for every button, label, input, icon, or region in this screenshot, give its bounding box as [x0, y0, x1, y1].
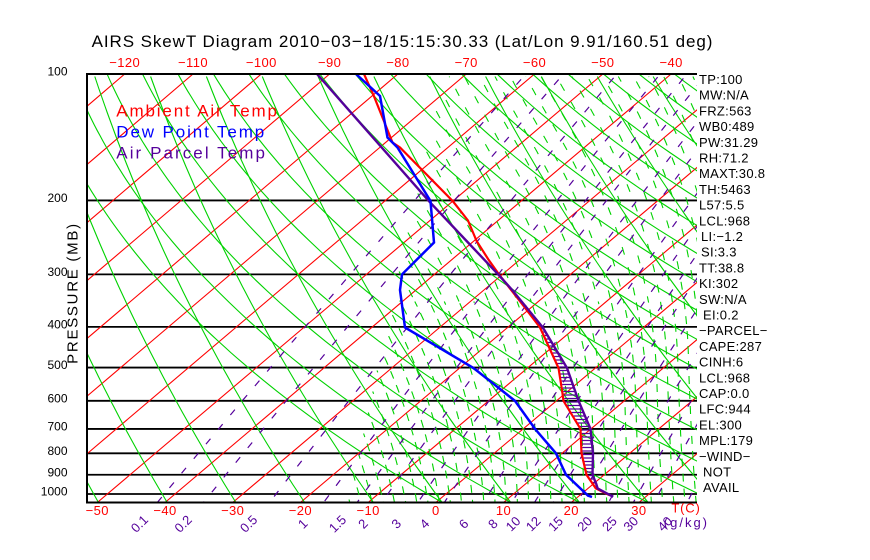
svg-text:FRZ:563: FRZ:563 [699, 103, 752, 118]
svg-text:LFC:944: LFC:944 [699, 402, 751, 417]
svg-text:−110: −110 [178, 55, 208, 70]
svg-text:Dew Point Temp: Dew Point Temp [116, 123, 266, 142]
svg-text:MAXT:30.8: MAXT:30.8 [699, 166, 765, 181]
svg-text:CINH:6: CINH:6 [699, 355, 743, 370]
svg-text:700: 700 [47, 419, 67, 433]
svg-text:400: 400 [47, 317, 67, 331]
svg-text:−WIND−: −WIND− [699, 449, 751, 464]
svg-text:−PARCEL−: −PARCEL− [699, 323, 768, 338]
svg-text:KI:302: KI:302 [699, 276, 738, 291]
svg-text:LI:−1.2: LI:−1.2 [701, 229, 743, 244]
svg-text:CAP:0.0: CAP:0.0 [699, 386, 750, 401]
svg-text:LCL:968: LCL:968 [699, 370, 750, 385]
svg-text:−30: −30 [221, 503, 244, 518]
svg-text:600: 600 [47, 391, 67, 405]
svg-text:MW:N/A: MW:N/A [699, 88, 749, 103]
svg-text:(g/kg): (g/kg) [664, 515, 709, 530]
svg-text:AVAIL: AVAIL [703, 480, 739, 495]
svg-text:TT:38.8: TT:38.8 [699, 260, 744, 275]
svg-text:−40: −40 [659, 55, 682, 70]
svg-text:T(C): T(C) [671, 501, 700, 516]
svg-text:−10: −10 [356, 503, 379, 518]
svg-text:30: 30 [631, 503, 646, 518]
svg-text:−90: −90 [318, 55, 341, 70]
svg-text:−50: −50 [591, 55, 614, 70]
svg-text:SW:N/A: SW:N/A [699, 292, 747, 307]
svg-text:−70: −70 [455, 55, 478, 70]
svg-text:AIRS SkewT Diagram 2010−03−18/: AIRS SkewT Diagram 2010−03−18/15:15:30.3… [92, 32, 714, 51]
svg-text:SI:3.3: SI:3.3 [701, 245, 737, 260]
svg-text:−40: −40 [153, 503, 176, 518]
svg-text:Ambient Air Temp: Ambient Air Temp [116, 102, 279, 121]
svg-text:NOT: NOT [703, 465, 731, 480]
svg-text:LCL:968: LCL:968 [699, 213, 750, 228]
svg-text:200: 200 [47, 191, 67, 205]
svg-text:Air Parcel Temp: Air Parcel Temp [116, 144, 267, 163]
svg-text:100: 100 [47, 65, 67, 79]
svg-text:−80: −80 [386, 55, 409, 70]
svg-text:PW:31.29: PW:31.29 [699, 135, 758, 150]
svg-text:500: 500 [47, 358, 67, 372]
svg-text:300: 300 [47, 265, 67, 279]
svg-text:RH:71.2: RH:71.2 [699, 151, 749, 166]
svg-text:−100: −100 [246, 55, 277, 70]
svg-text:MPL:179: MPL:179 [699, 433, 753, 448]
svg-text:TH:5463: TH:5463 [699, 182, 751, 197]
svg-text:800: 800 [47, 444, 67, 458]
svg-text:1000: 1000 [41, 485, 68, 499]
svg-text:−60: −60 [523, 55, 546, 70]
svg-text:CAPE:287: CAPE:287 [699, 339, 762, 354]
svg-text:L57:5.5: L57:5.5 [699, 198, 744, 213]
svg-text:900: 900 [47, 465, 67, 479]
svg-text:−20: −20 [289, 503, 312, 518]
svg-text:20: 20 [564, 503, 579, 518]
svg-text:0: 0 [432, 503, 440, 518]
svg-text:PRESSURE (MB): PRESSURE (MB) [65, 222, 82, 364]
svg-text:10: 10 [496, 503, 511, 518]
svg-text:TP:100: TP:100 [699, 72, 743, 87]
svg-text:EI:0.2: EI:0.2 [703, 308, 739, 323]
svg-text:−120: −120 [109, 55, 140, 70]
svg-text:EL:300: EL:300 [699, 417, 742, 432]
svg-text:−50: −50 [86, 503, 109, 518]
svg-text:WB0:489: WB0:489 [699, 119, 755, 134]
